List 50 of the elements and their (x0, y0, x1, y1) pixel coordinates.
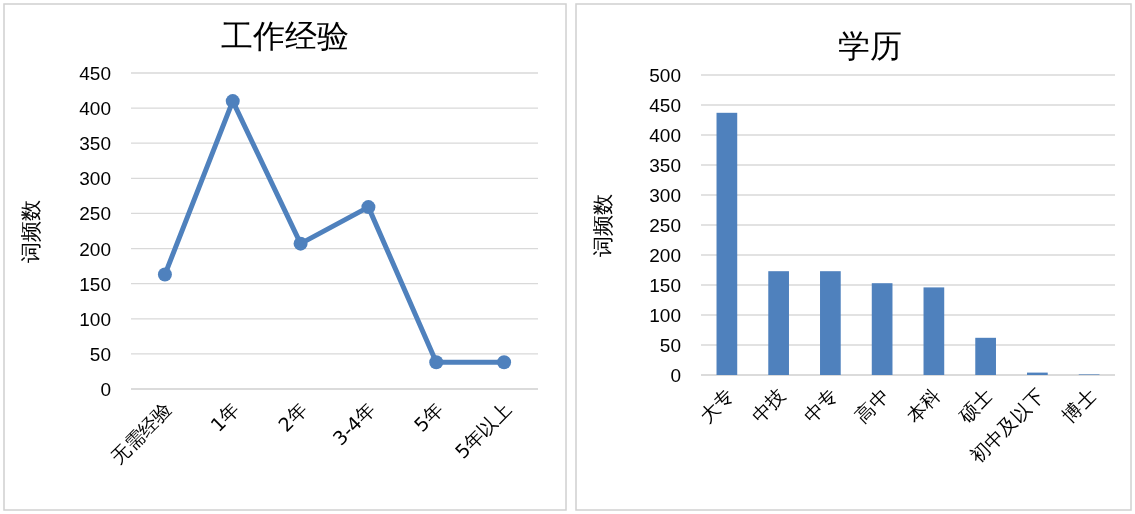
y-tick-label: 0 (100, 379, 111, 400)
x-tick-label: 中技 (747, 384, 790, 427)
x-tick-label: 大专 (695, 384, 738, 427)
y-tick-label: 200 (649, 245, 681, 266)
chart-title: 学历 (838, 27, 902, 65)
y-tick-label: 100 (649, 305, 681, 326)
point (293, 236, 308, 251)
y-tick-label: 50 (89, 343, 111, 365)
bar (871, 283, 893, 375)
y-tick-label: 300 (649, 185, 681, 206)
point (225, 94, 240, 109)
y-tick-label: 150 (649, 275, 681, 296)
bar (768, 271, 789, 375)
bar (716, 112, 738, 375)
y-tick-label: 250 (79, 203, 111, 225)
x-tick-label: 无需经验 (106, 398, 176, 468)
chart-title: 工作经验 (221, 17, 349, 55)
y-tick-label: 150 (79, 273, 111, 295)
x-tick-label: 高中 (850, 384, 893, 427)
bar (820, 271, 841, 375)
y-tick-label: 450 (79, 63, 111, 84)
x-tick-label: 硕士 (953, 384, 997, 428)
y-tick-label: 300 (79, 168, 111, 190)
point (429, 355, 444, 370)
y-axis-title: 词频数 (591, 193, 615, 257)
y-tick-label: 250 (649, 215, 681, 236)
y-tick-label: 100 (79, 308, 111, 330)
y-tick-label: 400 (79, 98, 111, 120)
y-axis-title: 词频数 (19, 199, 43, 263)
y-tick-label: 350 (649, 155, 681, 176)
y-tick-label: 450 (649, 95, 681, 116)
point (361, 200, 376, 215)
x-tick-label: 5年 (409, 398, 448, 436)
x-tick-label: 博士 (1057, 384, 1100, 427)
y-tick-label: 350 (79, 133, 111, 155)
x-tick-label: 本科 (902, 384, 945, 427)
y-tick-label: 400 (649, 125, 681, 146)
x-tick-label: 5年以上 (450, 398, 515, 463)
point (157, 267, 172, 282)
bar (923, 287, 945, 375)
y-tick-label: 50 (659, 335, 681, 356)
bar (975, 337, 996, 375)
y-tick-label: 0 (670, 365, 681, 386)
point (497, 355, 512, 370)
x-tick-label: 1年 (206, 398, 244, 436)
y-tick-label: 500 (649, 65, 681, 86)
x-tick-label: 中专 (798, 384, 842, 427)
x-tick-label: 3-4年 (328, 398, 380, 450)
y-tick-label: 200 (79, 238, 111, 260)
x-tick-label: 2年 (273, 398, 312, 436)
